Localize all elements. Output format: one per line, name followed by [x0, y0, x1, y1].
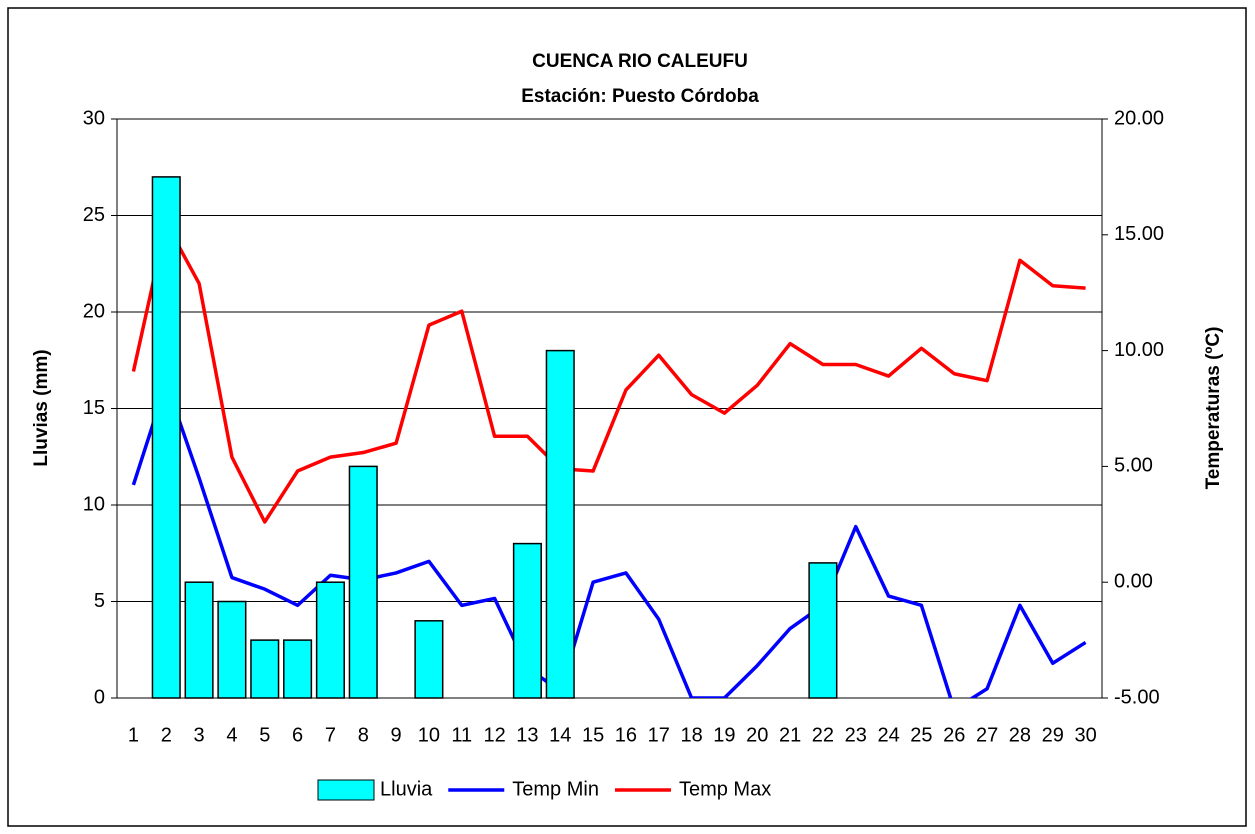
legend-label: Temp Max — [679, 778, 771, 800]
x-tick-label: 3 — [194, 724, 205, 746]
y2-tick-label: 20.00 — [1114, 107, 1164, 129]
x-tick-label: 1 — [128, 724, 139, 746]
bar — [250, 639, 280, 699]
x-tick-label: 20 — [746, 724, 768, 746]
x-tick-label: 9 — [391, 724, 402, 746]
x-tick-label: 17 — [648, 724, 670, 746]
x-tick-label: 27 — [976, 724, 998, 746]
bar — [414, 620, 444, 699]
y-axis-label: Lluvias (mm) — [31, 349, 52, 466]
x-tick-label: 25 — [910, 724, 932, 746]
x-tick-label: 26 — [943, 724, 965, 746]
x-tick-label: 22 — [812, 724, 834, 746]
x-tick-label: 16 — [615, 724, 637, 746]
bar — [184, 581, 214, 699]
x-tick-label: 19 — [713, 724, 735, 746]
line — [131, 381, 1087, 698]
x-tick-label: 23 — [845, 724, 867, 746]
x-tick-label: 28 — [1009, 724, 1031, 746]
legend-swatch — [317, 779, 375, 801]
y-tick-label: 15 — [83, 397, 105, 419]
bar — [512, 542, 542, 699]
y2-tick-label: 10.00 — [1114, 339, 1164, 361]
bar — [348, 465, 378, 699]
x-tick-label: 5 — [259, 724, 270, 746]
y-tick-label: 25 — [83, 204, 105, 226]
bar — [283, 639, 313, 699]
x-tick-label: 8 — [358, 724, 369, 746]
x-tick-label: 21 — [779, 724, 801, 746]
y-tick-label: 30 — [83, 107, 105, 129]
x-tick-label: 2 — [161, 724, 172, 746]
y-tick-label: 5 — [94, 590, 105, 612]
y2-axis-label: Temperaturas (ºC) — [1203, 327, 1224, 490]
x-tick-label: 14 — [549, 724, 571, 746]
bar — [315, 581, 345, 699]
bar — [808, 562, 838, 699]
chart-subtitle: Estación: Puesto Córdoba — [521, 86, 759, 107]
x-tick-label: 29 — [1042, 724, 1064, 746]
x-tick-label: 15 — [582, 724, 604, 746]
y2-tick-label: 5.00 — [1114, 455, 1153, 477]
legend-label: Temp Min — [512, 778, 599, 800]
y-tick-label: 20 — [83, 300, 105, 322]
x-tick-label: 24 — [877, 724, 899, 746]
x-tick-label: 6 — [292, 724, 303, 746]
y-tick-label: 0 — [94, 686, 105, 708]
bar — [217, 600, 247, 699]
bar — [151, 176, 181, 699]
x-tick-label: 11 — [451, 724, 472, 746]
x-tick-label: 13 — [516, 724, 538, 746]
line — [131, 221, 1086, 524]
x-tick-label: 12 — [483, 724, 505, 746]
x-tick-label: 7 — [325, 724, 336, 746]
legend-label: Lluvia — [380, 778, 433, 800]
x-tick-label: 10 — [418, 724, 440, 746]
chart-border — [7, 7, 1247, 827]
y-tick-label: 10 — [83, 493, 105, 515]
chart-title: CUENCA RIO CALEUFU — [532, 51, 748, 72]
x-tick-label: 30 — [1074, 724, 1096, 746]
y2-tick-label: -5.00 — [1114, 686, 1160, 708]
x-tick-label: 18 — [680, 724, 702, 746]
plot-area — [131, 221, 1087, 698]
y2-tick-label: 15.00 — [1114, 223, 1164, 245]
y2-tick-label: 0.00 — [1114, 570, 1153, 592]
bar — [545, 349, 575, 699]
x-tick-label: 4 — [226, 724, 237, 746]
